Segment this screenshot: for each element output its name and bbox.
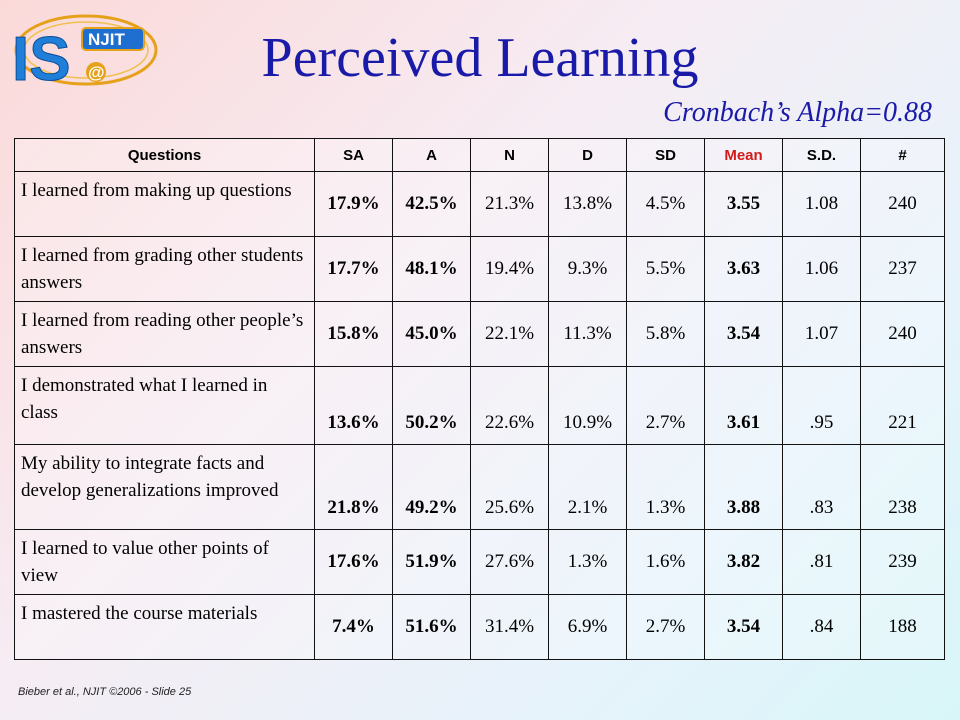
d-cell: 2.1% bbox=[548, 444, 627, 530]
a-cell: 51.9% bbox=[392, 529, 471, 595]
logo-at-symbol: @ bbox=[88, 63, 105, 82]
header-sa: SA bbox=[314, 138, 393, 172]
sa-cell: 13.6% bbox=[314, 366, 393, 445]
sd-cell: 5.8% bbox=[626, 301, 705, 367]
a-cell: 49.2% bbox=[392, 444, 471, 530]
header-mean: Mean bbox=[704, 138, 783, 172]
d-cell: 1.3% bbox=[548, 529, 627, 595]
header-sd: SD bbox=[626, 138, 705, 172]
sa-cell: 15.8% bbox=[314, 301, 393, 367]
header-a: A bbox=[392, 138, 471, 172]
header-std: S.D. bbox=[782, 138, 861, 172]
count-cell: 238 bbox=[860, 444, 945, 530]
sa-cell: 17.9% bbox=[314, 171, 393, 237]
sa-cell: 17.6% bbox=[314, 529, 393, 595]
d-cell: 9.3% bbox=[548, 236, 627, 302]
sd-cell: 1.6% bbox=[626, 529, 705, 595]
n-cell: 22.6% bbox=[470, 366, 549, 445]
a-cell: 42.5% bbox=[392, 171, 471, 237]
mean-cell: 3.54 bbox=[704, 594, 783, 660]
question-cell: I learned from making up questions bbox=[14, 171, 315, 237]
header-n: N bbox=[470, 138, 549, 172]
a-cell: 50.2% bbox=[392, 366, 471, 445]
a-cell: 45.0% bbox=[392, 301, 471, 367]
sd-cell: 1.3% bbox=[626, 444, 705, 530]
mean-cell: 3.55 bbox=[704, 171, 783, 237]
a-cell: 48.1% bbox=[392, 236, 471, 302]
sa-cell: 7.4% bbox=[314, 594, 393, 660]
n-cell: 31.4% bbox=[470, 594, 549, 660]
count-cell: 221 bbox=[860, 366, 945, 445]
table-row: I learned from making up questions 17.9%… bbox=[14, 171, 945, 237]
n-cell: 25.6% bbox=[470, 444, 549, 530]
a-cell: 51.6% bbox=[392, 594, 471, 660]
header-d: D bbox=[548, 138, 627, 172]
std-cell: .83 bbox=[782, 444, 861, 530]
sa-cell: 17.7% bbox=[314, 236, 393, 302]
count-cell: 240 bbox=[860, 301, 945, 367]
std-cell: .95 bbox=[782, 366, 861, 445]
slide-footer: Bieber et al., NJIT ©2006 - Slide 25 bbox=[18, 686, 192, 698]
question-cell: I demonstrated what I learned in class bbox=[14, 366, 315, 445]
mean-cell: 3.82 bbox=[704, 529, 783, 595]
d-cell: 6.9% bbox=[548, 594, 627, 660]
std-cell: .84 bbox=[782, 594, 861, 660]
sd-cell: 2.7% bbox=[626, 366, 705, 445]
d-cell: 11.3% bbox=[548, 301, 627, 367]
n-cell: 22.1% bbox=[470, 301, 549, 367]
question-cell: I learned from reading other people’s an… bbox=[14, 301, 315, 367]
n-cell: 19.4% bbox=[470, 236, 549, 302]
mean-cell: 3.61 bbox=[704, 366, 783, 445]
d-cell: 13.8% bbox=[548, 171, 627, 237]
std-cell: 1.07 bbox=[782, 301, 861, 367]
std-cell: 1.06 bbox=[782, 236, 861, 302]
header-questions: Questions bbox=[14, 138, 315, 172]
table-row: I demonstrated what I learned in class 1… bbox=[14, 366, 945, 445]
slide-subtitle: Cronbach’s Alpha=0.88 bbox=[663, 97, 932, 128]
d-cell: 10.9% bbox=[548, 366, 627, 445]
table-row: I mastered the course materials 7.4% 51.… bbox=[14, 594, 945, 660]
header-count: # bbox=[860, 138, 945, 172]
count-cell: 188 bbox=[860, 594, 945, 660]
count-cell: 237 bbox=[860, 236, 945, 302]
n-cell: 27.6% bbox=[470, 529, 549, 595]
sd-cell: 5.5% bbox=[626, 236, 705, 302]
sa-cell: 21.8% bbox=[314, 444, 393, 530]
table-header-row: Questions SA A N D SD Mean S.D. # bbox=[14, 138, 945, 172]
table-row: I learned from reading other people’s an… bbox=[14, 301, 945, 367]
isnjit-logo: IS NJIT @ bbox=[12, 14, 158, 94]
question-cell: I learned to value other points of view bbox=[14, 529, 315, 595]
sd-cell: 2.7% bbox=[626, 594, 705, 660]
question-cell: My ability to integrate facts and develo… bbox=[14, 444, 315, 530]
slide-title: Perceived Learning bbox=[261, 27, 699, 89]
sd-cell: 4.5% bbox=[626, 171, 705, 237]
count-cell: 239 bbox=[860, 529, 945, 595]
mean-cell: 3.63 bbox=[704, 236, 783, 302]
n-cell: 21.3% bbox=[470, 171, 549, 237]
count-cell: 240 bbox=[860, 171, 945, 237]
std-cell: .81 bbox=[782, 529, 861, 595]
survey-table: Questions SA A N D SD Mean S.D. # I lear… bbox=[14, 138, 945, 660]
mean-cell: 3.88 bbox=[704, 444, 783, 530]
mean-cell: 3.54 bbox=[704, 301, 783, 367]
logo-badge: NJIT bbox=[88, 30, 125, 49]
question-cell: I learned from grading other students an… bbox=[14, 236, 315, 302]
std-cell: 1.08 bbox=[782, 171, 861, 237]
table-row: My ability to integrate facts and develo… bbox=[14, 444, 945, 530]
table-row: I learned from grading other students an… bbox=[14, 236, 945, 302]
table-row: I learned to value other points of view … bbox=[14, 529, 945, 595]
logo-letters: IS bbox=[12, 25, 71, 94]
question-cell: I mastered the course materials bbox=[14, 594, 315, 660]
